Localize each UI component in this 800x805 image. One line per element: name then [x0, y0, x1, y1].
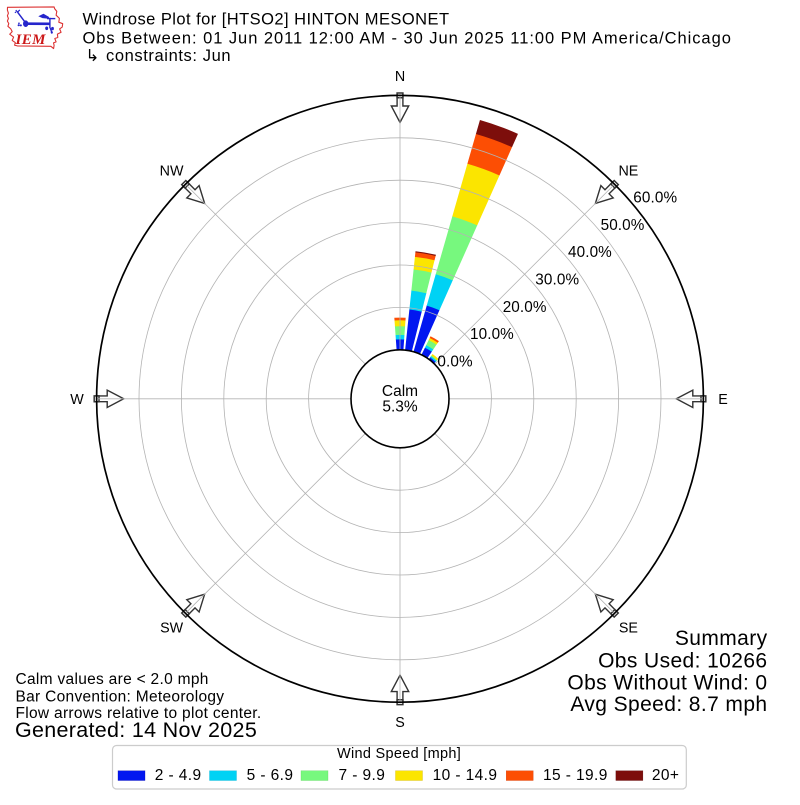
- svg-text:W: W: [70, 392, 84, 408]
- svg-text:2 - 4.9: 2 - 4.9: [155, 767, 202, 784]
- svg-text:N: N: [395, 69, 405, 85]
- svg-text:7 - 9.9: 7 - 9.9: [339, 767, 386, 784]
- svg-text:Avg Speed: 8.7 mph: Avg Speed: 8.7 mph: [570, 693, 767, 716]
- svg-text:SW: SW: [160, 620, 184, 636]
- svg-text:Obs Used: 10266: Obs Used: 10266: [598, 649, 767, 672]
- svg-text:60.0%: 60.0%: [633, 190, 677, 207]
- svg-text:S: S: [395, 715, 405, 731]
- svg-text:Wind Speed [mph]: Wind Speed [mph]: [337, 746, 461, 762]
- svg-text:5.3%: 5.3%: [382, 399, 418, 416]
- svg-text:Calm: Calm: [382, 383, 418, 400]
- svg-text:↳: ↳: [86, 47, 100, 65]
- svg-text:40.0%: 40.0%: [568, 244, 612, 261]
- svg-text:Obs Without Wind: 0: Obs Without Wind: 0: [567, 672, 767, 695]
- svg-text:20.0%: 20.0%: [503, 299, 547, 316]
- svg-text:Bar Convention: Meteorology: Bar Convention: Meteorology: [16, 688, 225, 705]
- svg-text:NE: NE: [618, 164, 638, 180]
- svg-text:Generated: 14 Nov 2025: Generated: 14 Nov 2025: [15, 718, 257, 742]
- svg-text:NW: NW: [160, 164, 184, 180]
- svg-text:Calm values are < 2.0 mph: Calm values are < 2.0 mph: [16, 671, 209, 688]
- svg-text:15 - 19.9: 15 - 19.9: [543, 767, 608, 784]
- svg-text:Windrose Plot for [HTSO2] HINT: Windrose Plot for [HTSO2] HINTON MESONET: [83, 11, 450, 29]
- svg-text:Obs Between: 01 Jun 2011 12:00: Obs Between: 01 Jun 2011 12:00 AM - 30 J…: [83, 29, 732, 47]
- svg-text:20+: 20+: [652, 767, 680, 784]
- svg-text:SE: SE: [619, 620, 638, 636]
- svg-text:IEM: IEM: [15, 32, 47, 48]
- svg-text:Summary: Summary: [675, 627, 768, 650]
- svg-text:constraints: Jun: constraints: Jun: [106, 47, 231, 65]
- svg-text:E: E: [718, 392, 728, 408]
- svg-text:50.0%: 50.0%: [601, 217, 645, 234]
- svg-text:10.0%: 10.0%: [470, 326, 514, 343]
- svg-text:30.0%: 30.0%: [535, 272, 579, 289]
- svg-text:0.0%: 0.0%: [437, 353, 473, 370]
- svg-text:5 - 6.9: 5 - 6.9: [247, 767, 294, 784]
- svg-text:10 - 14.9: 10 - 14.9: [433, 767, 498, 784]
